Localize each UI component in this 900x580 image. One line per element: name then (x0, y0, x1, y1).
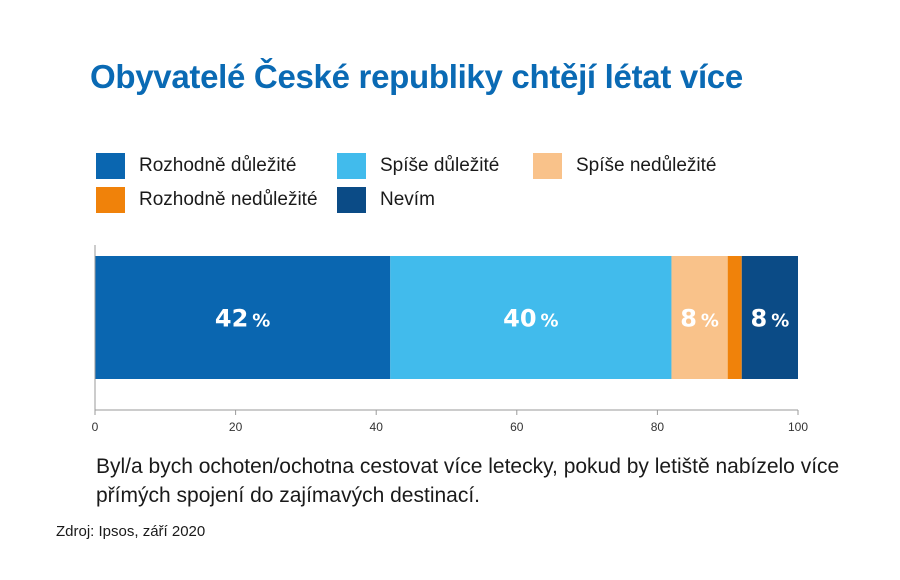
legend-label: Spíše důležité (380, 155, 500, 176)
chart-caption: Byl/a bych ochoten/ochotna cestovat více… (96, 455, 840, 507)
source-note: Zdroj: Ipsos, září 2020 (56, 523, 206, 540)
bar-data-label: 42% (215, 305, 270, 333)
legend-item-spise-nedulezite: Spíše nedůležité (533, 153, 717, 179)
legend-swatch (337, 187, 366, 213)
legend-item-rozhodne-nedulezite: Rozhodně nedůležité (96, 187, 318, 213)
bar-segment (727, 256, 742, 379)
chart-title: Obyvatelé České republiky chtějí létat v… (90, 58, 743, 95)
legend-swatch (337, 153, 366, 179)
x-tick-label: 40 (370, 420, 384, 434)
legend-label: Rozhodně nedůležité (139, 189, 318, 210)
legend-label: Nevím (380, 189, 435, 210)
legend-swatch (533, 153, 562, 179)
legend-item-spise-dulezite: Spíše důležité (337, 153, 499, 179)
legend-swatch (96, 153, 125, 179)
x-tick-label: 80 (651, 420, 665, 434)
legend-label: Spíše nedůležité (576, 155, 717, 176)
x-tick-label: 20 (229, 420, 243, 434)
x-tick-label: 100 (788, 420, 808, 434)
legend-label: Rozhodně důležité (139, 155, 297, 176)
x-tick-label: 0 (92, 420, 99, 434)
bar-data-label: 40% (503, 305, 558, 333)
bar-data-label: 8% (680, 305, 719, 333)
legend-swatch (96, 187, 125, 213)
bar-segment (95, 256, 391, 379)
x-tick-label: 60 (510, 420, 524, 434)
legend-item-rozhodne-dulezite: Rozhodně důležité (96, 153, 296, 179)
legend-item-nevim: Nevím (337, 187, 435, 213)
bar-segment (671, 256, 728, 379)
bar-segment (390, 256, 672, 379)
bar-segment (741, 256, 798, 379)
bar-data-label: 8% (751, 305, 790, 333)
